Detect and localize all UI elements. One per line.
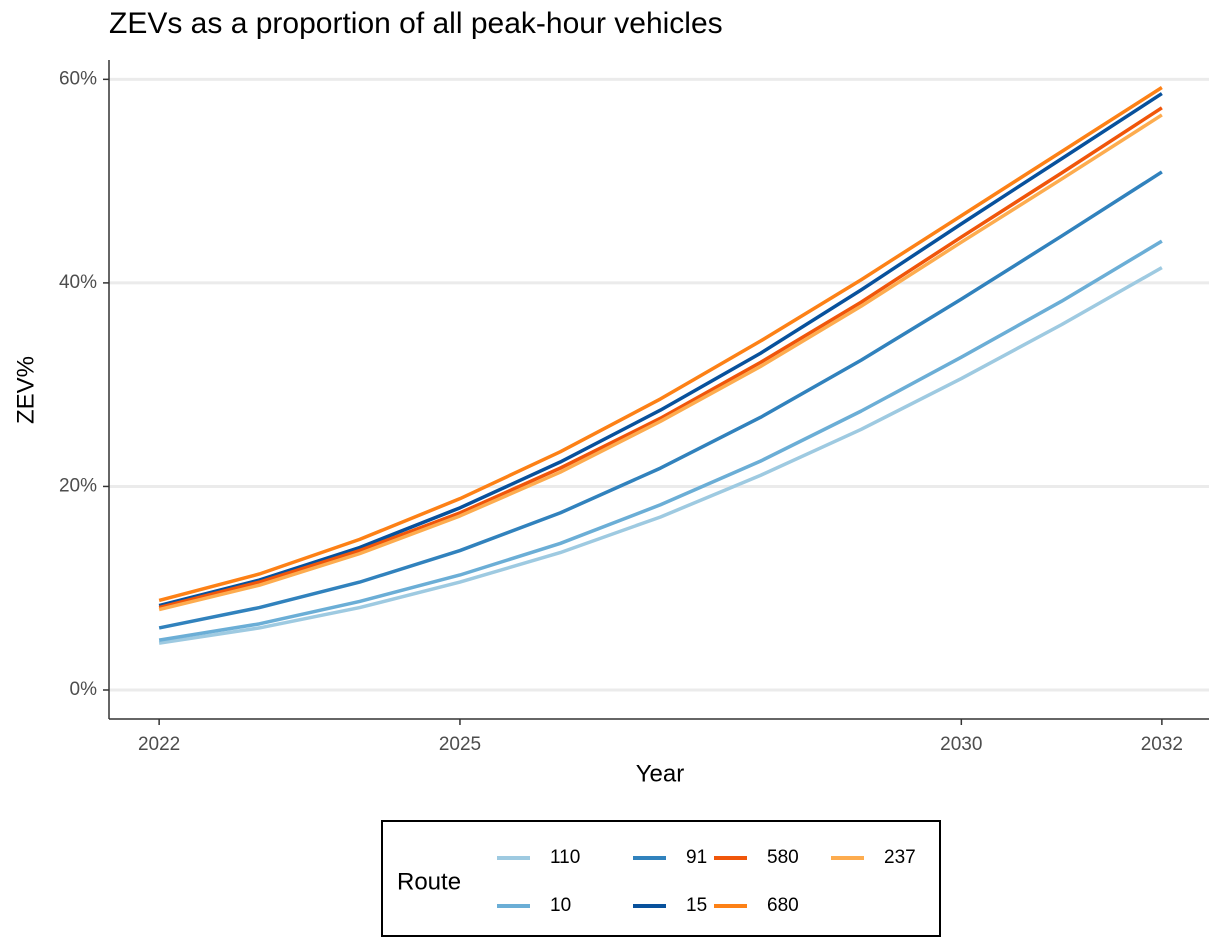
- legend-label: 237: [884, 847, 916, 868]
- series-line: [158, 92, 1163, 608]
- legend-label: 91: [686, 847, 707, 868]
- legend-label: 580: [767, 847, 799, 868]
- legend-label: 10: [550, 895, 571, 916]
- legend-box: [381, 820, 941, 937]
- legend-label: 110: [550, 847, 580, 868]
- y-axis-label: ZEV%: [12, 356, 39, 424]
- series-line: [158, 266, 1163, 645]
- chart-title: ZEVs as a proportion of all peak-hour ve…: [109, 7, 723, 40]
- x-axis-label: Year: [636, 760, 685, 787]
- series-line: [158, 86, 1163, 603]
- legend-label: 680: [767, 895, 799, 916]
- y-tick-label: 0%: [70, 679, 98, 700]
- series-line: [158, 113, 1163, 612]
- series-line: [158, 106, 1163, 610]
- y-tick-label: 20%: [59, 475, 97, 496]
- legend-label: 15: [686, 895, 707, 916]
- x-tick-label: 2025: [439, 734, 481, 755]
- legend-title: Route: [397, 868, 461, 895]
- series-line: [158, 170, 1163, 630]
- y-tick-label: 60%: [59, 68, 97, 89]
- x-tick-label: 2032: [1141, 734, 1183, 755]
- series-line: [158, 239, 1163, 642]
- x-tick-label: 2022: [138, 734, 180, 755]
- y-tick-label: 40%: [59, 272, 97, 293]
- x-tick-label: 2030: [940, 734, 982, 755]
